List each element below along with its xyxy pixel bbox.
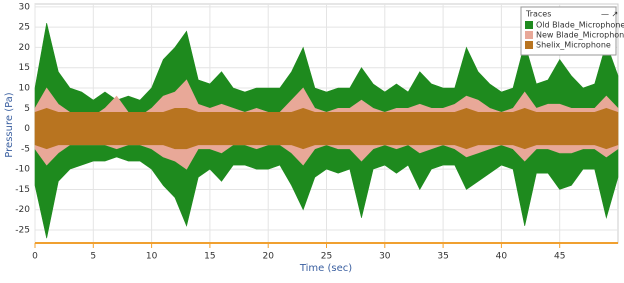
- y-tick-label: 15: [19, 63, 30, 73]
- y-tick-label: 0: [24, 124, 30, 134]
- x-tick-label: 40: [496, 252, 508, 262]
- legend-label: Shelix_Microphone: [536, 41, 611, 50]
- trace-band: [34, 107, 619, 150]
- y-tick-label: 25: [19, 23, 30, 33]
- x-tick-label: 35: [437, 252, 448, 262]
- y-tick-label: -25: [15, 226, 30, 236]
- y-tick-label: -15: [15, 185, 30, 195]
- x-tick-label: 30: [379, 252, 391, 262]
- y-tick-label: 20: [19, 43, 31, 53]
- x-tick-label: 20: [262, 252, 274, 262]
- legend-swatch: [525, 31, 533, 39]
- x-tick-label: 0: [32, 252, 38, 262]
- legend-label: Old Blade_Microphone: [536, 21, 624, 30]
- x-tick-label: 45: [554, 252, 565, 262]
- x-tick-label: 10: [146, 252, 158, 262]
- y-tick-label: 10: [19, 83, 31, 93]
- x-tick-label: 5: [90, 252, 96, 262]
- y-tick-label: 30: [19, 2, 31, 12]
- y-tick-label: -5: [21, 144, 30, 154]
- x-tick-label: 25: [321, 252, 332, 262]
- y-axis-label: Pressure (Pa): [4, 92, 15, 157]
- x-tick-label: 15: [204, 252, 215, 262]
- y-tick-label: -20: [15, 205, 30, 215]
- legend-label: New Blade_Microphone: [536, 31, 624, 40]
- y-tick-label: 5: [24, 104, 30, 114]
- legend-swatch: [525, 21, 533, 29]
- y-tick-label: -10: [15, 165, 30, 175]
- x-axis-label: Time (sec): [299, 263, 352, 274]
- legend-title: Traces: [525, 10, 551, 19]
- legend-icons: — ↗: [601, 10, 618, 19]
- legend-swatch: [525, 41, 533, 49]
- legend-box: [520, 6, 617, 56]
